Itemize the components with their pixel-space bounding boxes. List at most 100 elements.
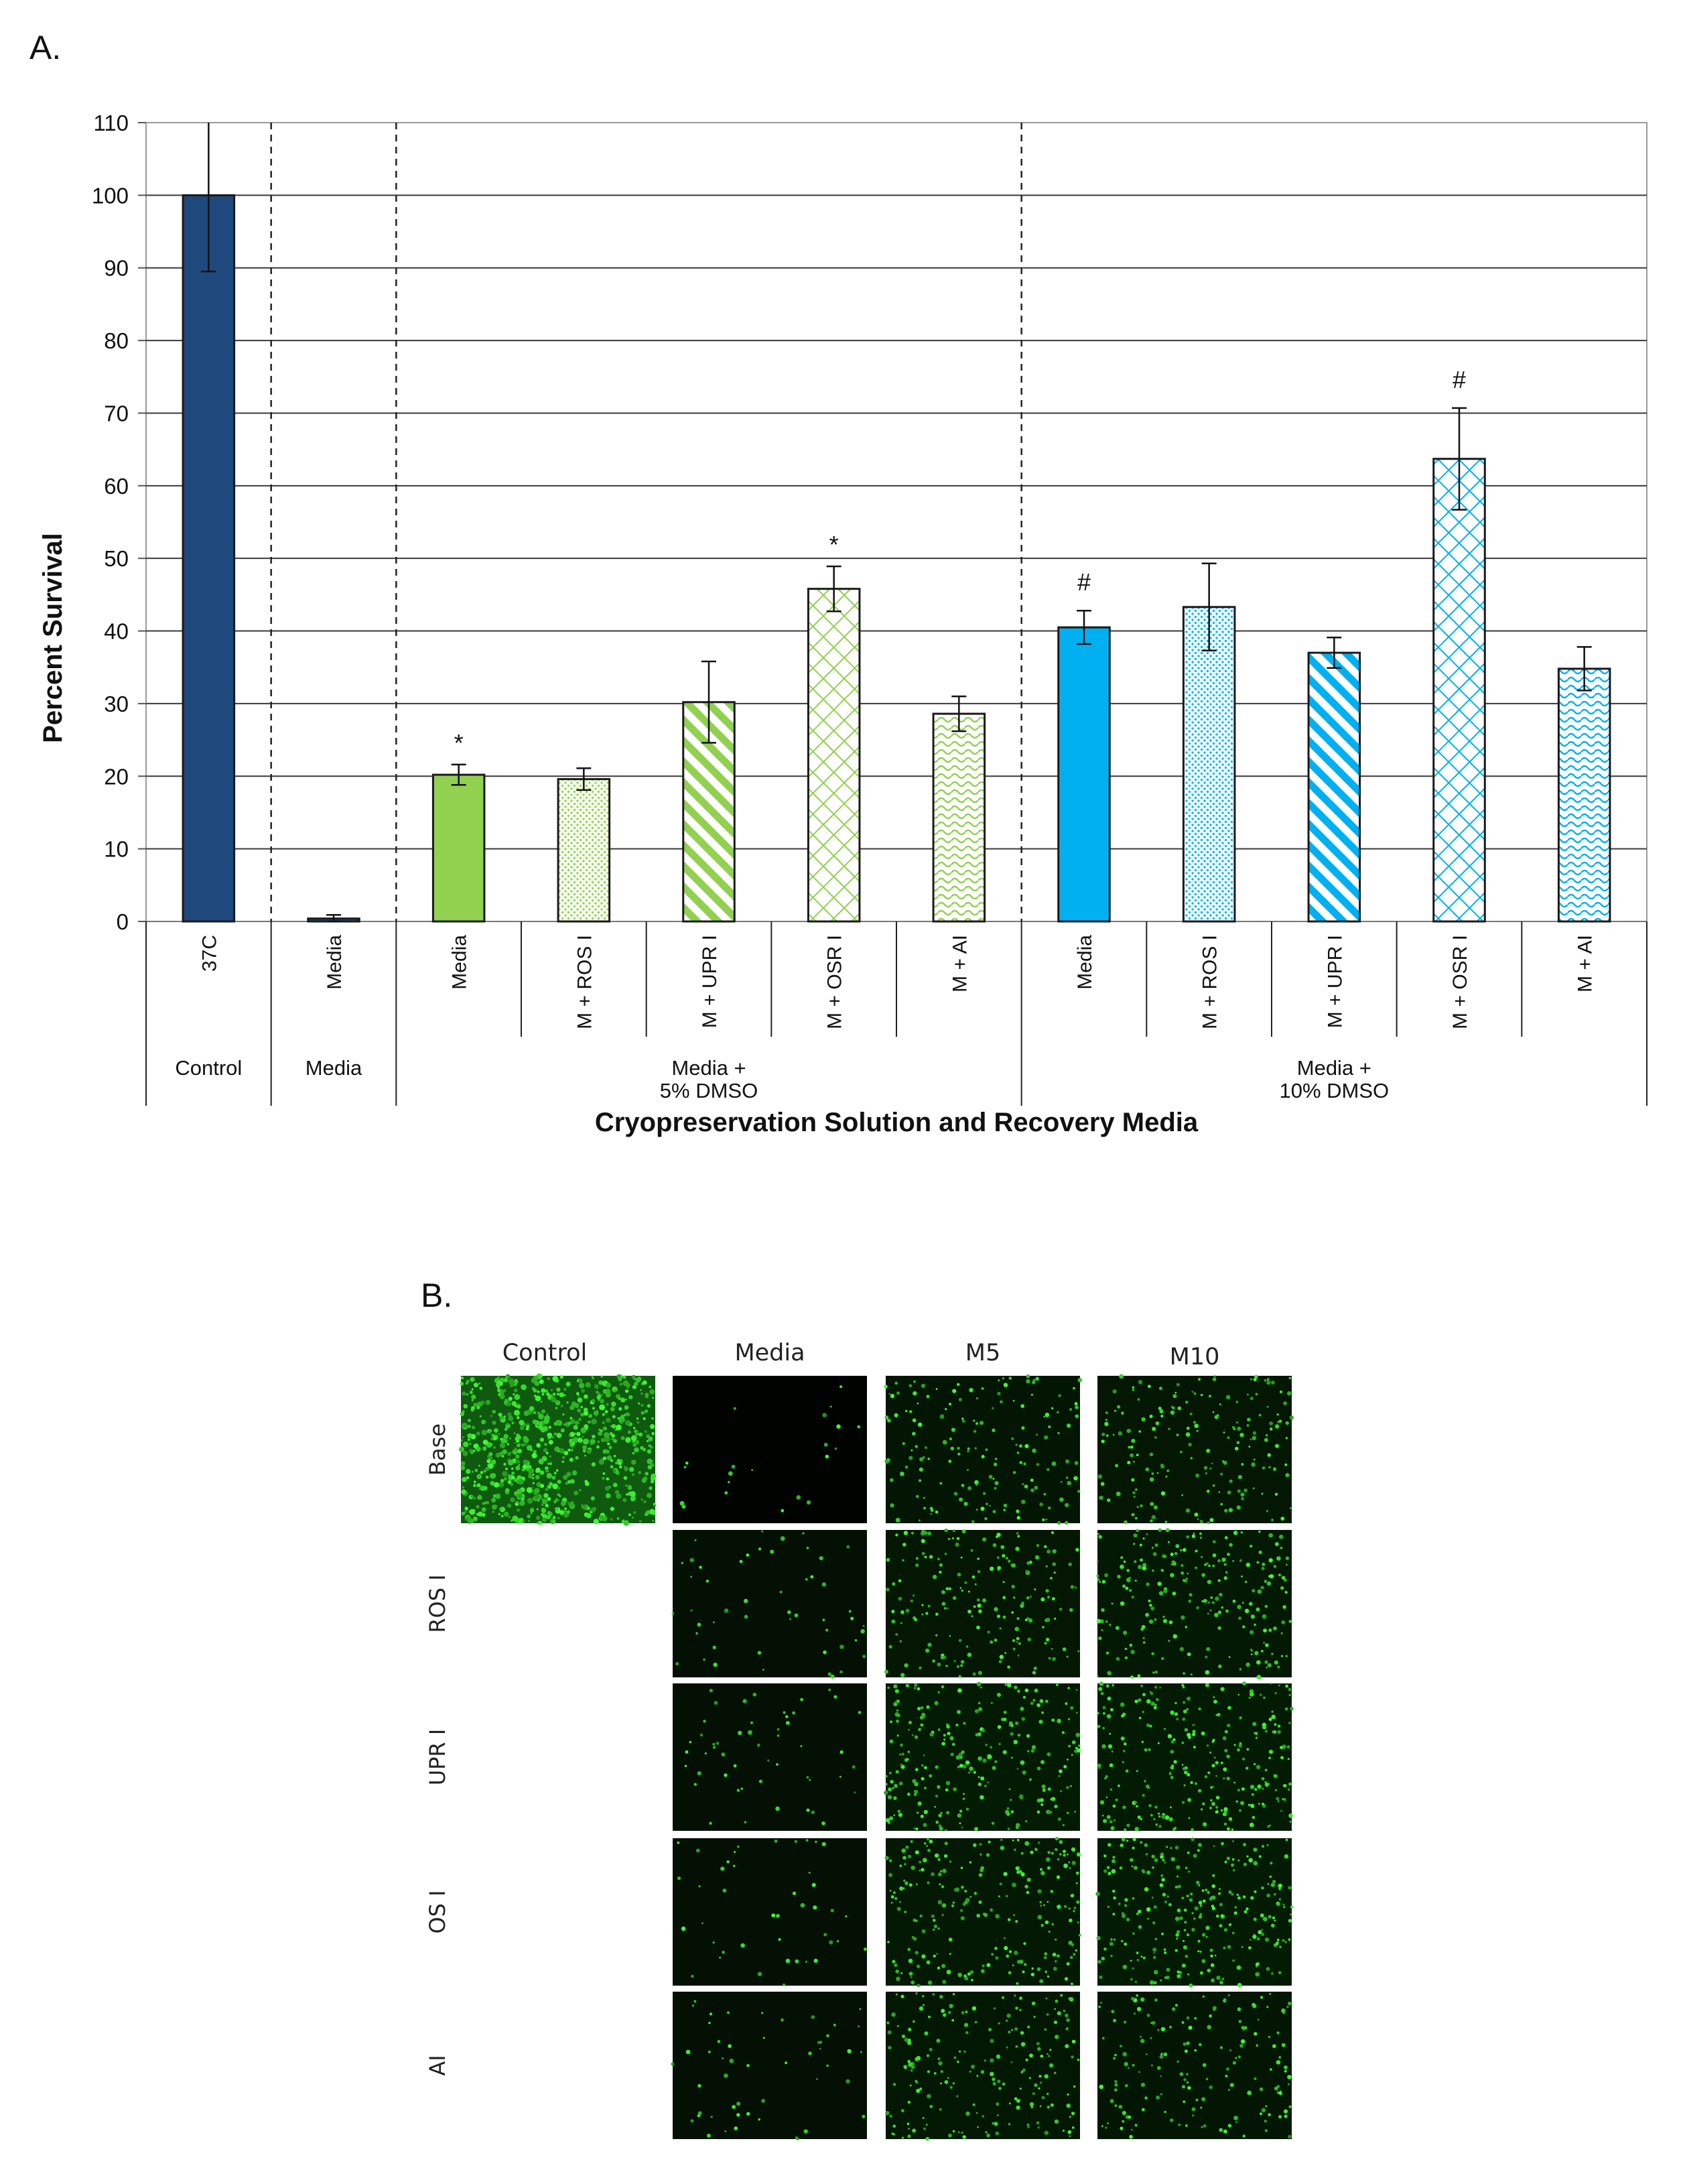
cell-speckle	[1030, 1701, 1034, 1706]
cell-speckle	[534, 1380, 540, 1387]
cell-speckle	[935, 1795, 939, 1798]
cell-speckle	[1121, 1838, 1126, 1842]
cell-speckle	[649, 1508, 655, 1515]
cell-speckle	[578, 1378, 583, 1383]
cell-speckle	[1107, 1498, 1111, 1502]
cell-speckle	[901, 2035, 906, 2039]
cell-speckle	[485, 1466, 490, 1471]
cell-speckle	[986, 1963, 991, 1968]
cell-speckle	[1110, 1938, 1113, 1941]
cell-speckle	[506, 1423, 509, 1426]
cell-speckle	[514, 1389, 518, 1393]
cell-speckle	[776, 1763, 779, 1766]
plot-frame	[145, 122, 1647, 922]
cell-speckle	[498, 1452, 504, 1456]
cell-speckle	[890, 1393, 895, 1399]
cell-speckle	[1066, 1476, 1069, 1479]
cell-speckle	[1262, 1725, 1267, 1730]
cell-speckle	[806, 1776, 809, 1779]
cell-speckle	[1270, 1862, 1273, 1865]
cell-speckle	[1010, 2029, 1013, 2031]
cell-speckle	[1274, 1443, 1280, 1448]
cell-speckle	[1148, 1748, 1151, 1751]
cell-speckle	[1133, 1533, 1138, 1538]
cell-speckle	[1132, 1846, 1135, 1850]
cell-speckle	[602, 1449, 608, 1454]
cell-speckle	[554, 1507, 559, 1511]
cell-speckle	[1104, 1777, 1107, 1780]
cell-speckle	[1166, 1895, 1169, 1898]
cell-speckle	[1233, 1744, 1236, 1746]
cell-speckle	[1284, 1578, 1287, 1582]
cell-speckle	[610, 1465, 614, 1469]
cell-speckle	[1126, 1917, 1130, 1921]
cell-speckle	[957, 1710, 961, 1714]
cell-speckle	[1161, 1814, 1166, 1819]
cell-speckle	[719, 1956, 721, 1959]
cell-speckle	[681, 1561, 683, 1565]
cell-speckle	[1058, 1394, 1061, 1397]
cell-speckle	[1045, 1920, 1049, 1925]
cell-speckle	[578, 1440, 582, 1443]
cell-speckle	[915, 1850, 919, 1855]
cell-speckle	[974, 2020, 978, 2024]
cell-speckle	[1269, 1421, 1273, 1425]
cell-speckle	[1112, 2057, 1116, 2060]
cell-speckle	[929, 1840, 933, 1844]
cell-speckle	[1040, 2055, 1044, 2058]
cell-speckle	[1211, 1462, 1213, 1465]
cell-speckle	[829, 1405, 832, 1408]
cell-speckle	[1057, 2011, 1061, 2016]
cell-speckle	[1161, 1878, 1165, 1882]
cell-speckle	[609, 1432, 613, 1435]
cell-speckle	[1150, 1813, 1153, 1817]
cell-speckle	[1128, 1576, 1131, 1579]
cell-speckle	[1008, 2102, 1011, 2105]
cell-speckle	[964, 1581, 967, 1584]
cell-speckle	[1254, 1623, 1256, 1626]
cell-speckle	[1109, 1941, 1114, 1946]
cell-speckle	[1278, 1883, 1282, 1888]
cell-speckle	[574, 1432, 577, 1435]
cell-speckle	[953, 1660, 956, 1662]
cell-speckle	[836, 1424, 841, 1429]
cell-speckle	[904, 1881, 908, 1885]
cell-speckle	[705, 1580, 710, 1583]
cell-speckle	[1099, 1681, 1104, 1686]
cell-speckle	[884, 1669, 888, 1674]
cell-speckle	[976, 2075, 979, 2077]
cell-speckle	[471, 1388, 474, 1391]
cell-speckle	[1264, 2129, 1268, 2132]
cell-speckle	[645, 1472, 649, 1476]
cell-speckle	[1233, 1427, 1236, 1431]
cell-speckle	[1067, 2130, 1072, 2134]
cell-speckle	[713, 1746, 716, 1749]
cell-speckle	[499, 1377, 504, 1383]
cell-speckle	[1211, 1601, 1215, 1604]
cell-speckle	[498, 1513, 500, 1515]
cell-speckle	[1232, 1840, 1235, 1842]
cell-speckle	[1256, 1764, 1261, 1770]
cell-speckle	[1238, 1616, 1241, 1620]
cell-speckle	[887, 1795, 892, 1799]
cell-speckle	[1138, 1698, 1142, 1702]
cell-speckle	[957, 1383, 960, 1387]
cell-speckle	[643, 1417, 646, 1421]
cell-speckle	[1227, 1994, 1230, 1996]
cell-speckle	[1223, 1928, 1228, 1932]
cell-speckle	[1215, 1914, 1219, 1918]
cell-speckle	[823, 1442, 828, 1447]
cell-speckle	[602, 1476, 605, 1480]
cell-speckle	[1014, 2027, 1018, 2031]
cell-speckle	[1256, 1675, 1262, 1680]
cell-speckle	[1242, 1625, 1246, 1628]
cell-speckle	[987, 1630, 990, 1634]
cell-speckle	[1210, 1954, 1213, 1958]
cell-speckle	[1179, 1971, 1183, 1974]
cell-speckle	[1040, 1905, 1042, 1907]
cell-speckle	[991, 1953, 994, 1956]
cell-speckle	[647, 1404, 651, 1408]
cell-speckle	[1008, 1950, 1012, 1953]
cell-speckle	[693, 2000, 697, 2003]
cell-speckle	[1212, 1377, 1217, 1381]
